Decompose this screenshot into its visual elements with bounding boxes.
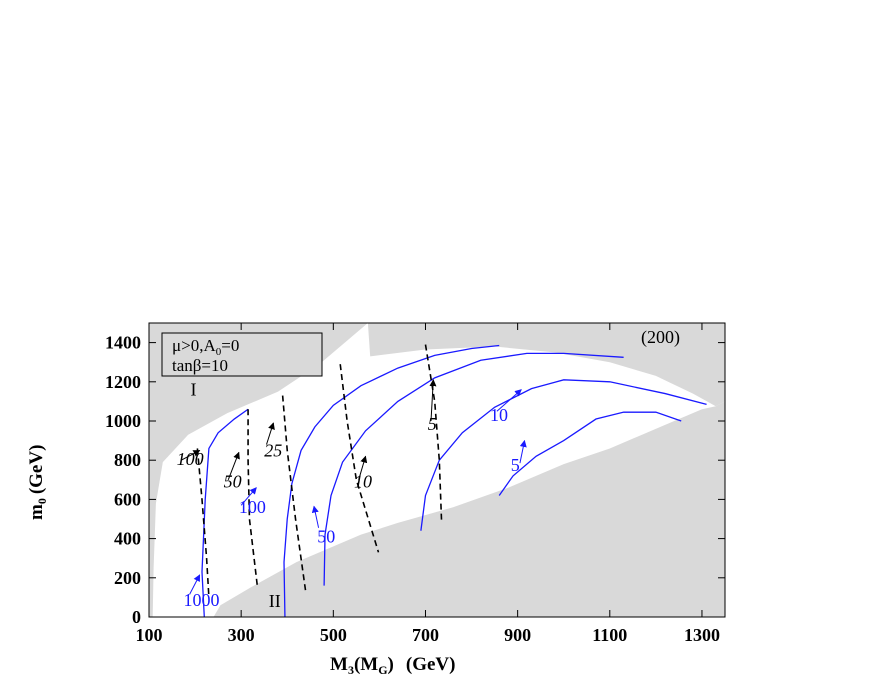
contour-label-arrow xyxy=(496,389,522,412)
region-label: II xyxy=(269,591,281,611)
y-tick-label: 0 xyxy=(132,607,141,627)
axis-ticks: 100 300 500 700 900 1100 1300 0 200 400 600 800 1000… xyxy=(105,323,725,645)
plot-tag: (200) xyxy=(641,327,680,348)
contour-label-arrow xyxy=(266,422,275,445)
contour-label: 10 xyxy=(490,405,508,425)
contour-label: 1000 xyxy=(184,590,220,610)
contour-label: 5 xyxy=(511,455,520,475)
plot-frame xyxy=(148,322,726,618)
x-tick-label: 500 xyxy=(320,625,347,645)
contour-label-arrow xyxy=(227,451,240,480)
y-tick-label: 400 xyxy=(114,529,141,549)
y-tick-label: 1200 xyxy=(105,372,141,392)
dashed-contour-6 xyxy=(247,409,259,586)
legend-box xyxy=(161,332,323,377)
region-upper-right xyxy=(367,323,725,407)
region-I xyxy=(149,323,368,617)
x-tick-label: 900 xyxy=(504,625,531,645)
x-tick-label: 1300 xyxy=(684,625,720,645)
solid-contour-4 xyxy=(498,411,682,496)
contour-label: 100 xyxy=(177,449,204,469)
contour-lines xyxy=(196,344,707,617)
contour-label-arrows xyxy=(181,379,527,595)
legend-line-1: μ>0,A0=0 xyxy=(172,336,239,358)
contour-label: 5 xyxy=(428,414,437,434)
contour-label-arrow xyxy=(429,379,437,422)
excluded-regions xyxy=(149,323,725,617)
solid-contour-3 xyxy=(420,379,707,531)
contour-label-arrow xyxy=(240,487,257,506)
solid-contour-2 xyxy=(323,352,624,586)
solid-contour-0 xyxy=(201,408,249,617)
contour-label: 50 xyxy=(224,472,242,492)
y-tick-label: 800 xyxy=(114,450,141,470)
contour-label-arrow xyxy=(181,449,201,461)
dashed-contour-5 xyxy=(196,448,210,598)
y-tick-label: 600 xyxy=(114,489,141,509)
x-tick-label: 1100 xyxy=(592,625,627,645)
contour-label-arrow xyxy=(519,439,527,464)
legend-line-2: tanβ=10 xyxy=(172,356,228,375)
x-tick-label: 100 xyxy=(136,625,163,645)
contour-label-arrow xyxy=(311,505,320,528)
y-tick-label: 1000 xyxy=(105,411,141,431)
y-axis-title: m0(GeV) xyxy=(26,445,49,520)
y-tick-label: 1400 xyxy=(105,333,141,353)
contour-label: 25 xyxy=(264,440,282,460)
dashed-contour-7 xyxy=(281,395,307,592)
contour-label: 100 xyxy=(239,497,266,517)
x-tick-label: 300 xyxy=(228,625,255,645)
contour-label-arrow xyxy=(358,455,368,480)
y-tick-label: 200 xyxy=(114,568,141,588)
x-axis-title: M3(MG) (GeV) xyxy=(330,654,455,677)
dashed-contour-8 xyxy=(339,364,380,553)
contour-label: 10 xyxy=(354,472,372,492)
solid-contour-1 xyxy=(283,344,500,617)
contour-label-arrow xyxy=(189,574,201,595)
contour-label: 50 xyxy=(317,527,335,547)
contour-labels: 1000 100 50 10 5 100 50 25 10 5 xyxy=(177,405,520,610)
region-labels: III xyxy=(190,380,280,612)
region-label: I xyxy=(190,380,196,400)
region-II xyxy=(213,401,725,617)
x-tick-label: 700 xyxy=(412,625,439,645)
